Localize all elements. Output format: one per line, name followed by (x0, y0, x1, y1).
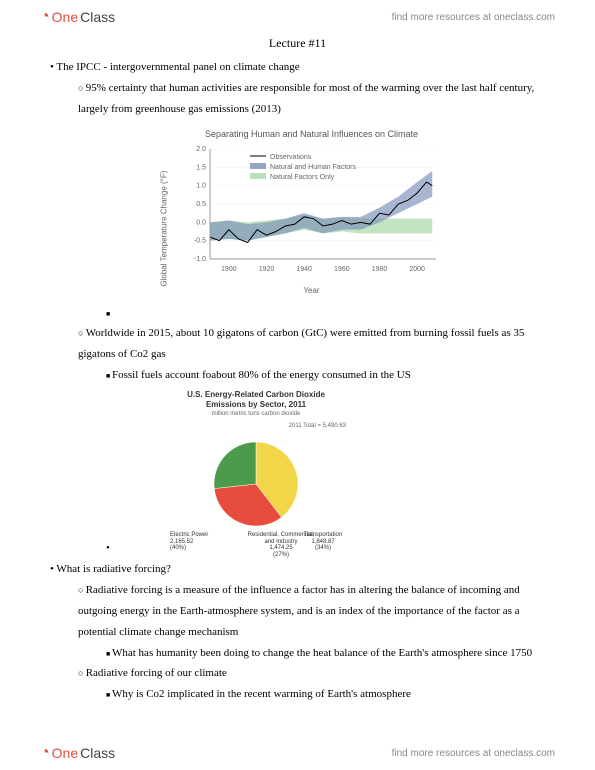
svg-text:1.0: 1.0 (196, 182, 206, 189)
svg-text:Natural and Human Factors: Natural and Human Factors (270, 164, 356, 171)
svg-text:Natural Factors Only: Natural Factors Only (270, 174, 335, 181)
bullet-fossil-80: Fossil fuels account foabout 80% of the … (106, 365, 545, 559)
bullet-radiative: What is radiative forcing? Radiative for… (50, 559, 545, 705)
footer-logo-icon: ◔ (40, 744, 50, 762)
logo: ◔ OneClass (40, 8, 115, 26)
header-tagline: find more resources at oneclass.com (392, 12, 555, 23)
svg-text:1940: 1940 (296, 266, 312, 273)
pie-chart-container: U.S. Energy-Related Carbon Dioxide Emiss… (166, 390, 346, 532)
svg-text:1980: 1980 (371, 266, 387, 273)
bullet-radiative-def: Radiative forcing is a measure of the in… (78, 580, 545, 664)
lecture-title: Lecture #11 (0, 36, 595, 51)
svg-text:0.5: 0.5 (196, 201, 206, 208)
line-chart-container: Separating Human and Natural Influences … (78, 126, 545, 301)
bullet-humanity-1750: What has humanity been doing to change t… (106, 643, 545, 664)
svg-text:1.5: 1.5 (196, 164, 206, 171)
bullet-co2-implicated: Why is Co2 implicated in the recent warm… (106, 684, 545, 705)
svg-text:2.0: 2.0 (196, 146, 206, 153)
svg-text:Observations: Observations (270, 154, 312, 161)
footer-logo: ◔ OneClass (40, 744, 115, 762)
logo-text-one: One (52, 9, 78, 25)
line-chart-svg: -1.0 -0.5 0.0 0.5 1.0 1.5 2.0 1900 1920 1940 1960 1… (182, 145, 442, 275)
line-chart-title: Separating Human and Natural Influences … (78, 126, 545, 143)
pie-chart-subtitle: million metric tons carbon dioxide (166, 409, 346, 420)
svg-text:2000: 2000 (409, 266, 425, 273)
pie-chart-title: U.S. Energy-Related Carbon Dioxide Emiss… (166, 390, 346, 409)
pie-chart-total: 2011 Total = 5,490.63 (166, 421, 346, 432)
logo-text-class: Class (80, 9, 115, 25)
bullet-radiative-climate: Radiative forcing of our climate Why is … (78, 663, 545, 705)
pie-slice-label: Residential, Commercial, and Industry1,4… (246, 532, 316, 558)
bullet-gigatons: Worldwide in 2015, about 10 gigatons of … (78, 323, 545, 559)
svg-text:-0.5: -0.5 (193, 237, 205, 244)
pie-slice-label: Electric Power2,165.52(40%) (170, 532, 240, 552)
document-body: The IPCC - intergovernmental panel on cl… (0, 57, 595, 705)
bullet-certainty: 95% certainty that human activities are … (78, 78, 545, 324)
footer-tagline: find more resources at oneclass.com (392, 748, 555, 759)
bullet-chart-marker (106, 303, 545, 324)
footer-logo-one: One (52, 745, 78, 761)
svg-text:1960: 1960 (334, 266, 350, 273)
svg-text:-1.0: -1.0 (193, 256, 205, 263)
svg-text:1920: 1920 (258, 266, 274, 273)
svg-text:0.0: 0.0 (196, 219, 206, 226)
line-chart-ylabel: Global Temperature Change (°F) (156, 171, 171, 287)
bullet-ipcc: The IPCC - intergovernmental panel on cl… (50, 57, 545, 559)
pie-chart-svg (166, 436, 346, 532)
svg-text:1900: 1900 (221, 266, 237, 273)
logo-icon: ◔ (40, 8, 50, 26)
footer-logo-class: Class (80, 745, 115, 761)
line-chart-xlabel: Year (182, 283, 442, 298)
